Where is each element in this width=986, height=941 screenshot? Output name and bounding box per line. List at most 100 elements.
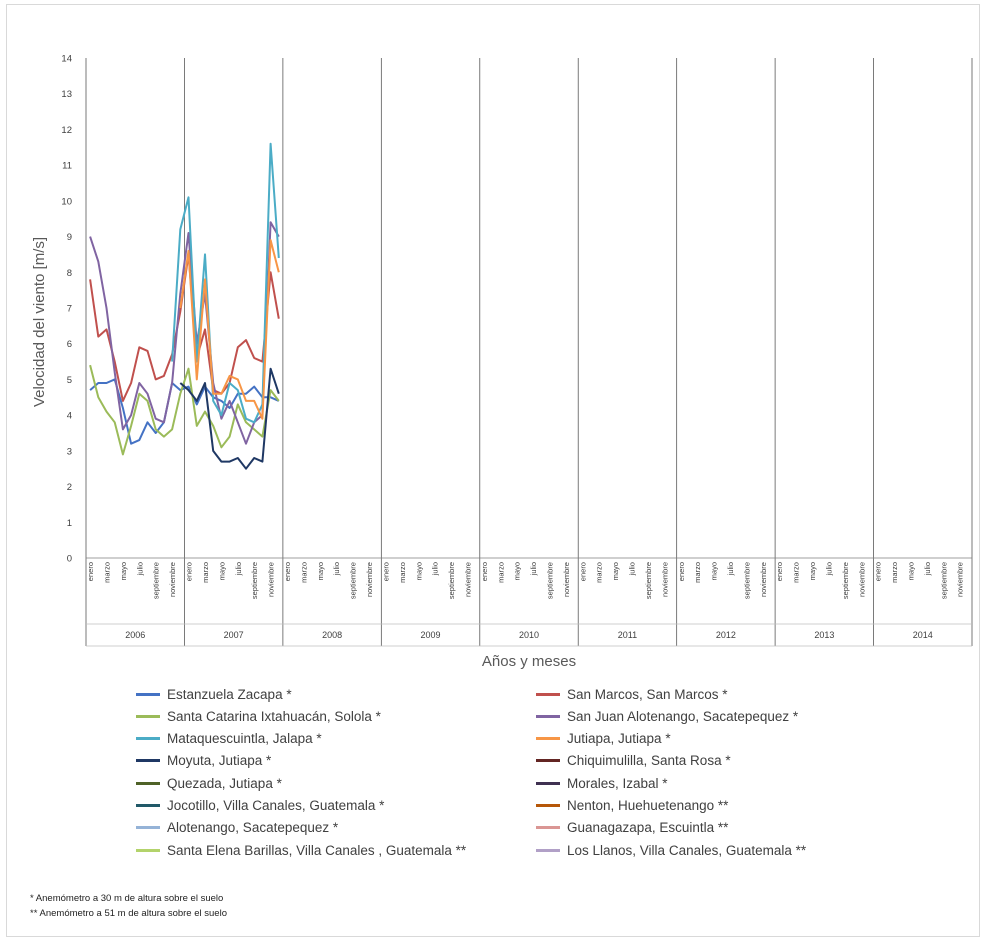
y-tick-label: 11 xyxy=(62,161,72,172)
legend-item: Jocotillo, Villa Canales, Guatemala * xyxy=(136,796,384,816)
legend-label: San Marcos, San Marcos * xyxy=(567,686,728,702)
month-tick-label: enero xyxy=(381,562,390,581)
legend-item: Alotenango, Sacatepequez * xyxy=(136,818,338,838)
x-axis-label: Años y meses xyxy=(482,653,576,670)
legend-swatch xyxy=(536,804,560,807)
legend-swatch xyxy=(536,714,560,718)
month-tick-label: mayo xyxy=(906,562,915,580)
y-tick-label: 10 xyxy=(61,196,72,207)
month-tick-label: noviembre xyxy=(857,562,866,597)
month-tick-label: noviembre xyxy=(759,562,768,597)
month-tick-label: enero xyxy=(874,562,883,581)
y-tick-label: 3 xyxy=(67,446,72,457)
month-tick-label: marzo xyxy=(496,562,505,583)
series-layer xyxy=(89,142,280,470)
series-line xyxy=(89,378,280,445)
legend-item: Nenton, Huehuetenango ** xyxy=(536,796,728,816)
legend-swatch xyxy=(136,781,160,785)
year-tick-label: 2014 xyxy=(913,630,933,640)
legend-label: San Juan Alotenango, Sacatepequez * xyxy=(567,708,799,724)
month-tick-label: mayo xyxy=(119,562,128,580)
month-tick-label: septiembre xyxy=(546,562,555,599)
month-tick-label: enero xyxy=(775,562,784,581)
legend-item: Mataquescuintla, Jalapa * xyxy=(136,729,322,749)
legend-item: Guanagazapa, Escuintla ** xyxy=(536,818,728,838)
legend-item: Santa Catarina Ixtahuacán, Solola * xyxy=(136,706,381,726)
month-tick-label: noviembre xyxy=(365,562,374,597)
month-tick-label: marzo xyxy=(201,562,210,583)
legend-item: Morales, Izabal * xyxy=(536,773,668,793)
month-tick-label: marzo xyxy=(595,562,604,583)
legend-swatch xyxy=(536,781,560,785)
year-tick-label: 2010 xyxy=(519,630,539,640)
series-line xyxy=(89,221,280,445)
series-line xyxy=(179,239,280,420)
month-tick-label: mayo xyxy=(808,562,817,580)
month-tick-label: noviembre xyxy=(267,562,276,597)
legend-label: Jocotillo, Villa Canales, Guatemala * xyxy=(167,798,385,813)
month-tick-label: enero xyxy=(185,562,194,581)
legend-item: San Juan Alotenango, Sacatepequez * xyxy=(536,706,798,726)
month-tick-label: noviembre xyxy=(956,562,965,597)
legend-swatch xyxy=(536,737,560,741)
legend-label: Nenton, Huehuetenango ** xyxy=(567,798,729,813)
month-tick-label: marzo xyxy=(398,562,407,583)
legend-label: Estanzuela Zacapa * xyxy=(167,686,292,702)
series-line xyxy=(171,142,280,424)
month-tick-label: septiembre xyxy=(250,562,259,599)
month-tick-label: marzo xyxy=(890,562,899,583)
month-tick-label: julio xyxy=(824,562,833,576)
legend-item: San Marcos, San Marcos * xyxy=(536,684,728,704)
month-tick-label: noviembre xyxy=(660,562,669,597)
month-tick-label: septiembre xyxy=(644,562,653,599)
legend-item: Chiquimulilla, Santa Rosa * xyxy=(536,751,731,771)
legend-label: Santa Elena Barillas, Villa Canales , Gu… xyxy=(167,842,467,858)
month-tick-label: marzo xyxy=(299,562,308,583)
month-tick-label: julio xyxy=(431,562,440,576)
legend-swatch xyxy=(136,826,160,830)
chart-frame xyxy=(6,4,980,937)
year-tick-label: 2013 xyxy=(814,630,834,640)
legend-swatch xyxy=(536,759,560,763)
month-tick-label: septiembre xyxy=(152,562,161,599)
y-tick-label: 12 xyxy=(61,125,72,136)
legend-label: Mataquescuintla, Jalapa * xyxy=(167,731,322,747)
legend-item: Quezada, Jutiapa * xyxy=(136,773,282,793)
y-tick-label: 5 xyxy=(67,375,72,386)
legend-label: Moyuta, Jutiapa * xyxy=(167,753,272,769)
legend-swatch xyxy=(536,848,560,852)
series-line xyxy=(179,367,280,470)
month-tick-label: marzo xyxy=(792,562,801,583)
y-tick-label: 6 xyxy=(67,339,72,350)
series-line xyxy=(89,364,280,456)
y-tick-label: 9 xyxy=(67,232,72,243)
month-tick-label: julio xyxy=(726,562,735,576)
legend-item: Los Llanos, Villa Canales, Guatemala ** xyxy=(536,840,806,860)
footnote-30m: * Anemómetro a 30 m de altura sobre el s… xyxy=(30,893,224,904)
year-tick-label: 2008 xyxy=(322,630,342,640)
legend-swatch xyxy=(136,737,160,741)
month-tick-label: mayo xyxy=(316,562,325,580)
y-tick-label: 7 xyxy=(67,304,72,315)
legend-item: Estanzuela Zacapa * xyxy=(136,684,292,704)
month-tick-label: enero xyxy=(283,562,292,581)
month-tick-label: septiembre xyxy=(447,562,456,599)
month-tick-label: mayo xyxy=(611,562,620,580)
legend-item: Santa Elena Barillas, Villa Canales , Gu… xyxy=(136,840,466,860)
y-tick-label: 13 xyxy=(61,89,72,100)
y-tick-label: 0 xyxy=(67,554,72,565)
y-tick-label: 8 xyxy=(67,268,72,279)
month-tick-label: septiembre xyxy=(742,562,751,599)
legend-swatch xyxy=(536,826,560,830)
legend-swatch xyxy=(136,804,160,807)
footnote-51m: ** Anemómetro a 51 m de altura sobre el … xyxy=(30,908,227,919)
legend-swatch xyxy=(136,714,160,718)
month-tick-label: julio xyxy=(628,562,637,576)
month-tick-label: noviembre xyxy=(562,562,571,597)
legend-swatch xyxy=(136,759,160,763)
month-tick-label: marzo xyxy=(693,562,702,583)
month-tick-label: julio xyxy=(529,562,538,576)
month-tick-label: mayo xyxy=(217,562,226,580)
legend-label: Alotenango, Sacatepequez * xyxy=(167,820,339,836)
